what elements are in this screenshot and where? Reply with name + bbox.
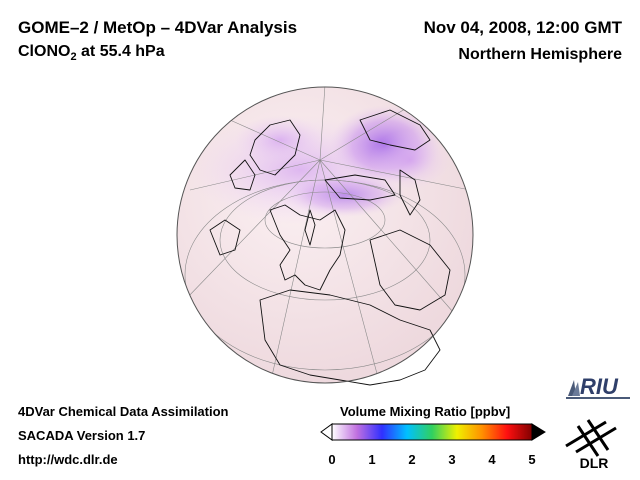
globe-outline bbox=[176, 86, 474, 384]
colorbar-title: Volume Mixing Ratio [ppbv] bbox=[340, 404, 511, 419]
species-level-label: ClONO2 at 55.4 hPa bbox=[18, 43, 165, 64]
date-label: Nov 04, 2008, 12:00 GMT bbox=[423, 18, 622, 37]
coastlines bbox=[209, 109, 451, 386]
svg-text:RIU: RIU bbox=[580, 374, 619, 399]
vortex-overlay bbox=[190, 105, 450, 225]
footer-url: http://wdc.dlr.de bbox=[18, 452, 118, 467]
colorbar-tick-label: 3 bbox=[448, 452, 456, 467]
svg-text:DLR: DLR bbox=[580, 455, 609, 471]
globe-map bbox=[176, 86, 474, 386]
colorbar-ramp bbox=[331, 423, 533, 441]
riu-logo: RIU bbox=[566, 374, 630, 399]
region-label: Northern Hemisphere bbox=[458, 46, 622, 63]
chart-title: GOME–2 / MetOp – 4DVar Analysis bbox=[18, 18, 298, 37]
colorbar-tick-label: 2 bbox=[408, 452, 416, 467]
footer-line-1: 4DVar Chemical Data Assimilation bbox=[18, 404, 229, 419]
colorbar bbox=[320, 423, 546, 441]
colorbar-tick-label: 5 bbox=[528, 452, 536, 467]
colorbar-tick-label: 1 bbox=[368, 452, 376, 467]
colorbar-tick-label: 0 bbox=[328, 452, 336, 467]
dlr-logo: DLR bbox=[565, 419, 617, 471]
footer-line-2: SACADA Version 1.7 bbox=[18, 428, 146, 443]
colorbar-low-arrow bbox=[320, 423, 333, 441]
colorbar-tick-label: 4 bbox=[488, 452, 496, 467]
colorbar-high-arrow bbox=[531, 423, 546, 441]
